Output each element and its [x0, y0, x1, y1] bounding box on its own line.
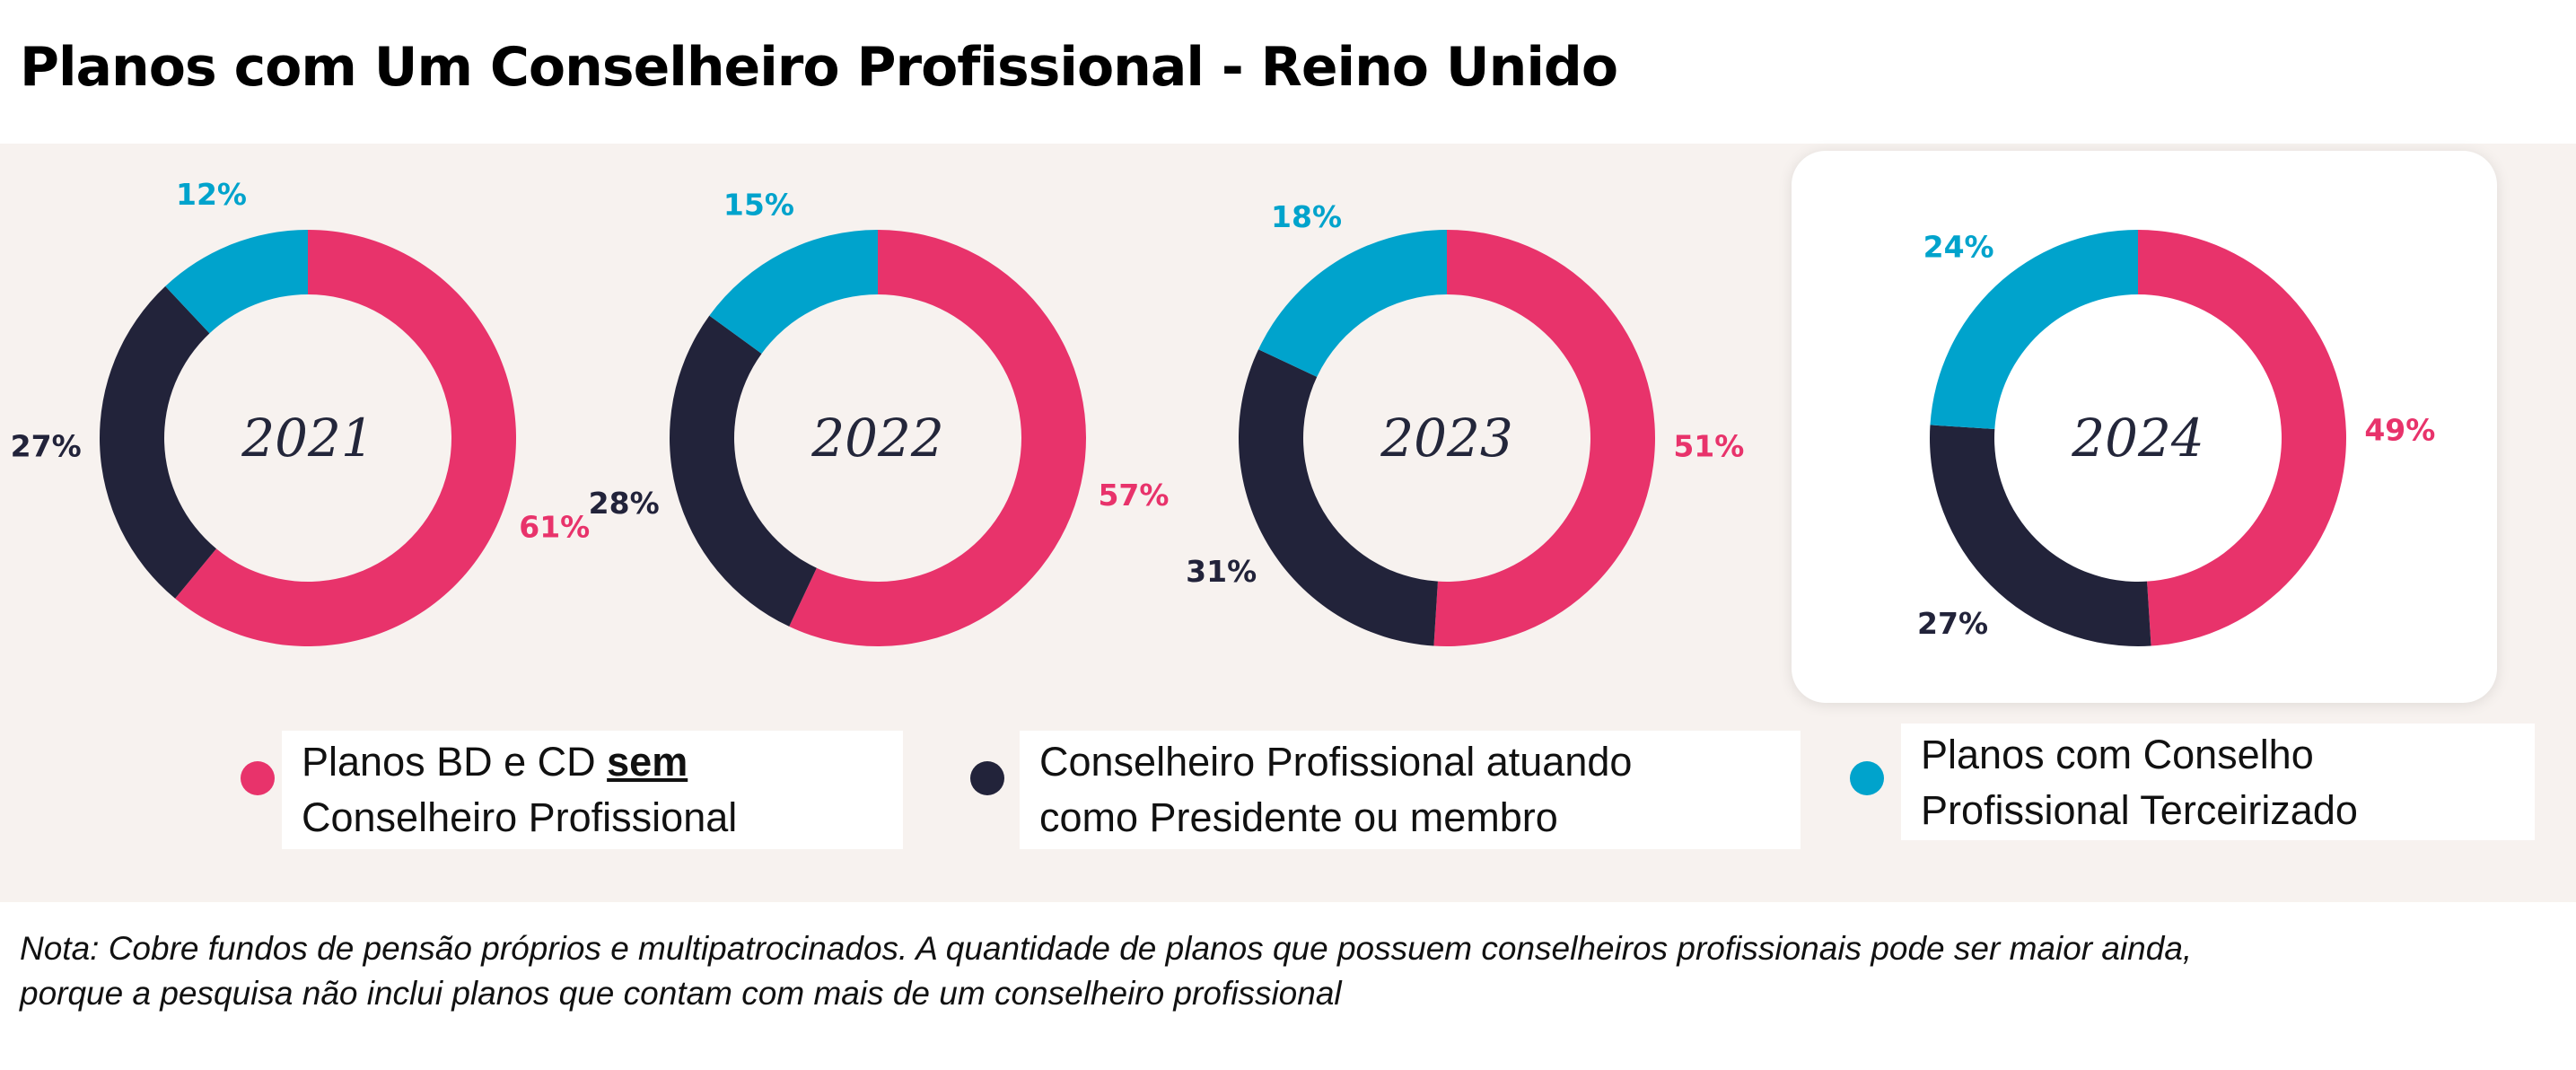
legend-item-sem: Planos BD e CD sem Conselheiro Profissio…: [282, 731, 903, 849]
footnote-line-2: porque a pesquisa não inclui planos que …: [20, 975, 1342, 1012]
legend-sem-emphasis: sem: [607, 739, 688, 785]
legend-dot-sem: [241, 761, 275, 795]
label-2023-presidente: 31%: [1186, 554, 1257, 589]
slice-2022-presidente: [669, 315, 817, 627]
footnote-line-1: Nota: Cobre fundos de pensão próprios e …: [20, 930, 2193, 967]
legend-presidente-text-a: Conselheiro Profissional atuando: [1039, 739, 1633, 785]
page-title: Planos com Um Conselheiro Profissional -…: [20, 36, 1618, 99]
slice-2021-presidente: [99, 285, 217, 599]
slice-2021-terceirizado: [165, 230, 308, 334]
slice-2023-terceirizado: [1258, 230, 1447, 377]
label-2024-presidente: 27%: [1917, 606, 1988, 641]
year-label-2022: 2022: [810, 408, 944, 469]
year-label-2024: 2024: [2071, 408, 2204, 469]
footnote: Nota: Cobre fundos de pensão próprios e …: [20, 926, 2551, 1016]
slice-2023-sem: [1433, 230, 1655, 646]
label-2021-sem: 61%: [519, 509, 590, 544]
label-2024-sem: 49%: [2364, 412, 2435, 447]
legend-item-terceirizado: Planos com Conselho Profissional Terceir…: [1901, 724, 2535, 840]
legend-terceirizado-text-a: Planos com Conselho: [1921, 732, 2314, 777]
slice-2024-terceirizado: [1930, 229, 2138, 429]
slice-2022-sem: [789, 230, 1086, 646]
year-label-2021: 2021: [241, 408, 374, 469]
label-2023-terceirizado: 18%: [1271, 199, 1342, 234]
label-2022-terceirizado: 15%: [723, 187, 794, 222]
label-2022-sem: 57%: [1098, 478, 1169, 513]
legend-sem-text-a: Planos BD e CD: [302, 739, 608, 785]
label-2021-presidente: 27%: [11, 429, 82, 464]
slice-2023-presidente: [1239, 349, 1438, 646]
legend-dot-terceirizado: [1850, 761, 1884, 795]
legend-sem-text-b: Conselheiro Profissional: [302, 794, 738, 840]
label-2023-sem: 51%: [1673, 429, 1744, 464]
slice-2024-presidente: [1930, 425, 2151, 646]
legend-presidente-text-b: como Presidente ou membro: [1039, 794, 1558, 840]
year-label-2023: 2023: [1380, 408, 1513, 469]
label-2024-terceirizado: 24%: [1923, 230, 1994, 265]
legend-dot-presidente: [970, 761, 1004, 795]
slice-2022-terceirizado: [709, 230, 878, 354]
slice-2021-sem: [175, 230, 517, 646]
slice-2024-sem: [2138, 230, 2346, 646]
label-2021-terceirizado: 12%: [176, 177, 247, 212]
legend-terceirizado-text-b: Profissional Terceirizado: [1921, 787, 2358, 833]
legend-item-presidente: Conselheiro Profissional atuando como Pr…: [1020, 731, 1801, 849]
label-2022-presidente: 28%: [589, 486, 660, 521]
